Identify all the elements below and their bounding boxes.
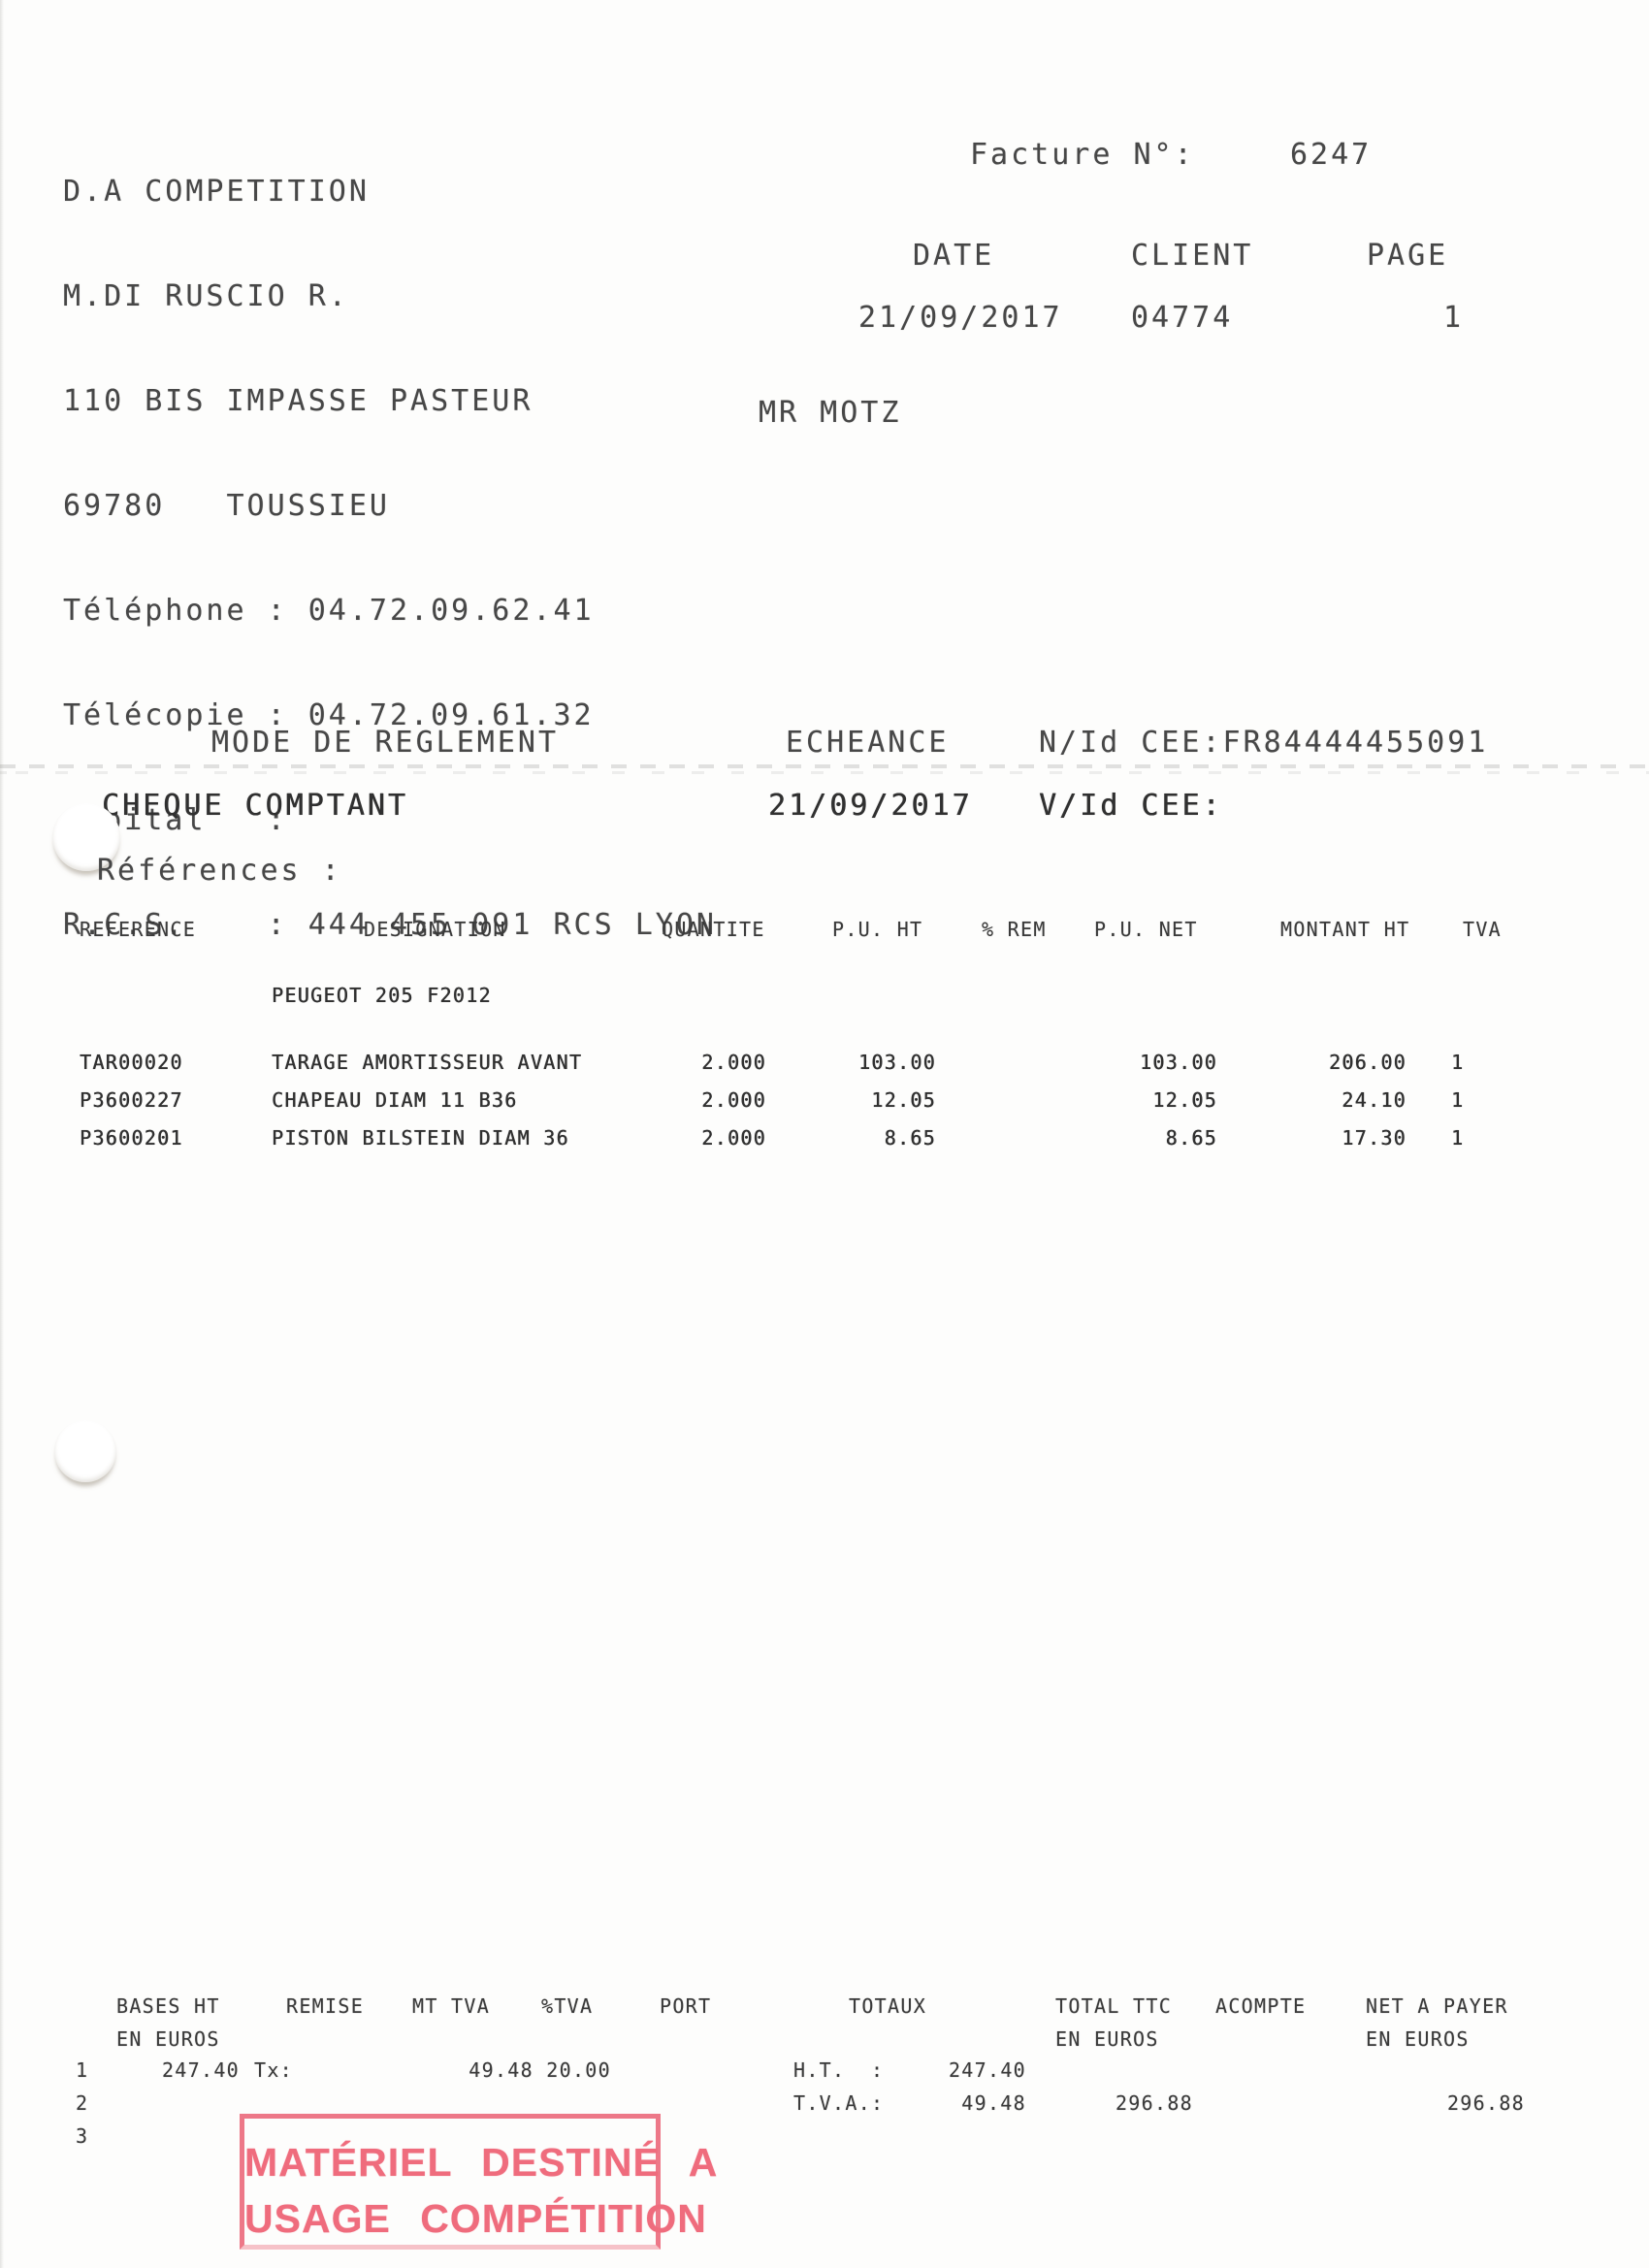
- nid-cee-value: N/Id CEE:FR84444455091: [1039, 726, 1489, 760]
- company-fax: Télécopie : 04.72.09.61.32: [63, 698, 595, 732]
- base-ht-value: 247.40: [161, 2058, 240, 2082]
- col-header-quantite: QUANTITE: [662, 918, 765, 941]
- col-header-tva: TVA: [1463, 918, 1503, 941]
- net-a-payer-value: 296.88: [1446, 2091, 1525, 2115]
- totals-line3-index: 3: [76, 2124, 89, 2148]
- item-pu-net: 12.05: [1152, 1088, 1217, 1112]
- bases-ht-label: BASES HT: [116, 1994, 220, 2018]
- item-pu-ht: 8.65: [884, 1126, 936, 1150]
- page-column-label: PAGE: [1367, 239, 1449, 273]
- total-ttc-label: TOTAL TTC: [1055, 1994, 1173, 2018]
- company-street: 110 BIS IMPASSE PASTEUR: [63, 384, 534, 418]
- item-group-title: PEUGEOT 205 F2012: [272, 984, 492, 1007]
- company-city: 69780 TOUSSIEU: [63, 489, 390, 523]
- invoice-number-value: 6247: [1290, 138, 1373, 172]
- stamp-text-line1: MATÉRIEL DESTINÉ A: [244, 2140, 719, 2185]
- item-designation: PISTON BILSTEIN DIAM 36: [272, 1126, 569, 1150]
- port-label: PORT: [660, 1994, 712, 2018]
- item-designation: TARAGE AMORTISSEUR AVANT: [272, 1051, 583, 1074]
- date-column-label: DATE: [913, 239, 995, 273]
- pct-tva-label: %TVA: [541, 1994, 594, 2018]
- payment-mode-label: MODE DE REGLEMENT: [211, 726, 560, 760]
- ht-label: H.T. :: [793, 2058, 885, 2082]
- recipient-name: MR MOTZ: [759, 396, 902, 430]
- invoice-number-label: Facture N°:: [970, 138, 1195, 172]
- company-contact-name: M.DI RUSCIO R.: [63, 279, 349, 313]
- col-header-designation: DESIGNATION: [364, 918, 506, 941]
- net-en-euros-label: EN EUROS: [1366, 2027, 1470, 2051]
- client-code-value: 04774: [1131, 301, 1234, 335]
- item-montant-ht: 17.30: [1342, 1126, 1406, 1150]
- mt-tva-label: MT TVA: [412, 1994, 491, 2018]
- punch-hole-top: [52, 803, 120, 871]
- col-header-montant-ht: MONTANT HT: [1280, 918, 1410, 941]
- item-montant-ht: 206.00: [1328, 1051, 1406, 1074]
- col-header-pu-net: P.U. NET: [1094, 918, 1198, 941]
- item-pu-ht: 12.05: [871, 1088, 936, 1112]
- item-tva: 1: [1451, 1126, 1465, 1150]
- item-tva: 1: [1451, 1088, 1465, 1112]
- col-header-rem: % REM: [982, 918, 1047, 941]
- paper-left-edge-shadow: [0, 0, 4, 2268]
- ttc-en-euros-label: EN EUROS: [1055, 2027, 1159, 2051]
- invoice-date-value: 21/09/2017: [858, 301, 1063, 335]
- references-label: Références :: [97, 854, 342, 888]
- item-pu-net: 8.65: [1165, 1126, 1217, 1150]
- item-pu-ht: 103.00: [857, 1051, 936, 1074]
- item-reference: P3600227: [80, 1088, 183, 1112]
- punch-hole-middle: [54, 1420, 116, 1482]
- totaux-label: TOTAUX: [849, 1994, 927, 2018]
- payment-mode-value: CHEQUE COMPTANT: [102, 789, 408, 823]
- competition-stamp: MATÉRIEL DESTINÉ A USAGE COMPÉTITION: [240, 2114, 719, 2250]
- pct-tva-value: 20.00: [546, 2058, 611, 2082]
- company-rcs: R.C.S. : 444 455 091 RCS LYON: [63, 908, 717, 942]
- echeance-label: ECHEANCE: [786, 726, 950, 760]
- remise-label: REMISE: [286, 1994, 365, 2018]
- item-tva: 1: [1451, 1051, 1465, 1074]
- total-ttc-value: 296.88: [1115, 2091, 1193, 2115]
- item-quantite: 2.000: [701, 1088, 766, 1112]
- company-phone: Téléphone : 04.72.09.62.41: [63, 594, 595, 628]
- tva-label: T.V.A.:: [793, 2091, 885, 2115]
- item-reference: TAR00020: [80, 1051, 183, 1074]
- page-number-value: 1: [1443, 301, 1465, 335]
- scan-fold-artifact: [0, 762, 1649, 776]
- col-header-reference: REFERENCE: [80, 918, 197, 941]
- acompte-label: ACOMPTE: [1215, 1994, 1307, 2018]
- totals-line2-index: 2: [76, 2091, 89, 2115]
- item-designation: CHAPEAU DIAM 11 B36: [272, 1088, 518, 1112]
- tva-value: 49.48: [961, 2091, 1026, 2115]
- item-montant-ht: 24.10: [1342, 1088, 1406, 1112]
- client-column-label: CLIENT: [1131, 239, 1254, 273]
- stamp-text-line2: USAGE COMPÉTITION: [244, 2196, 707, 2241]
- ht-value: 247.40: [948, 2058, 1026, 2082]
- item-pu-net: 103.00: [1139, 1051, 1217, 1074]
- vid-cee-label: V/Id CEE:: [1039, 789, 1223, 823]
- item-reference: P3600201: [80, 1126, 183, 1150]
- bases-en-euros-label: EN EUROS: [116, 2027, 220, 2051]
- echeance-value: 21/09/2017: [768, 789, 973, 823]
- company-name: D.A COMPETITION: [63, 175, 370, 209]
- mt-tva-value: 49.48: [469, 2058, 534, 2082]
- col-header-pu-ht: P.U. HT: [832, 918, 923, 941]
- item-quantite: 2.000: [701, 1051, 766, 1074]
- tx-label: Tx:: [254, 2058, 294, 2082]
- net-a-payer-label: NET A PAYER: [1366, 1994, 1508, 2018]
- totals-line1-index: 1: [76, 2058, 89, 2082]
- company-block: D.A COMPETITION M.DI RUSCIO R. 110 BIS I…: [63, 105, 717, 1013]
- item-quantite: 2.000: [701, 1126, 766, 1150]
